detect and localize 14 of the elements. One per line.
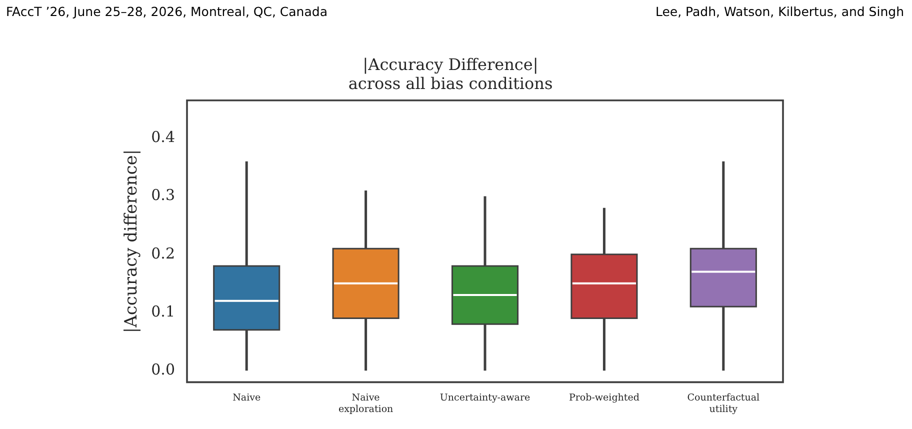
- y-axis-title: |Accuracy difference|: [122, 149, 142, 334]
- y-tick-label: 0.0: [151, 360, 175, 378]
- text: FAccT ’26, June 25–28, 2026, Montreal, QC, Canada: [6, 4, 328, 19]
- x-tick-label: Naive exploration: [338, 392, 394, 415]
- x-tick-label: Naive: [232, 392, 261, 404]
- y-tick-label: 0.2: [151, 244, 175, 262]
- x-tick-label: Counterfactual utility: [687, 392, 760, 415]
- y-tick-label: 0.3: [151, 186, 175, 204]
- text: Lee, Padh, Watson, Kilbertus, and Singh: [655, 4, 904, 19]
- chart-title: |Accuracy Difference| across all bias conditions: [348, 54, 553, 93]
- x-tick-label: Prob-weighted: [568, 392, 640, 404]
- y-tick-label: 0.1: [151, 302, 175, 320]
- y-tick-label: 0.4: [151, 128, 175, 146]
- x-tick-label: Uncertainty-aware: [440, 392, 531, 404]
